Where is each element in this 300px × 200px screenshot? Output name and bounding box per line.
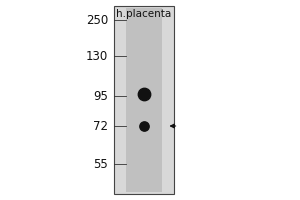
Text: 250: 250 xyxy=(86,14,108,26)
Text: 95: 95 xyxy=(93,90,108,102)
Bar xyxy=(126,8,162,192)
Text: h.placenta: h.placenta xyxy=(116,9,172,19)
Text: 130: 130 xyxy=(86,49,108,62)
Bar xyxy=(114,6,174,194)
Text: 55: 55 xyxy=(93,158,108,170)
Point xyxy=(142,124,146,128)
Text: 72: 72 xyxy=(93,119,108,132)
Point xyxy=(142,92,146,96)
